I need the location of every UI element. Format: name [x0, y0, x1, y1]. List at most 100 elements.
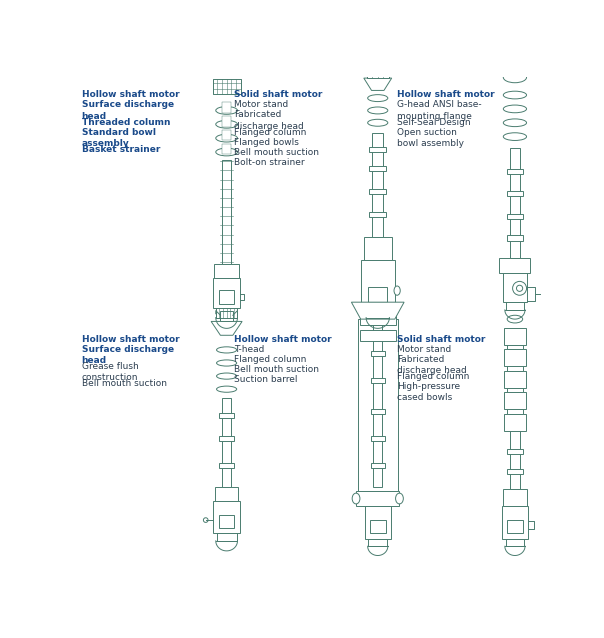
Bar [371, 378, 385, 383]
Text: T-head: T-head [234, 345, 265, 353]
Bar [371, 463, 385, 468]
Text: Grease flush
construction: Grease flush construction [82, 362, 138, 382]
Bar [504, 414, 525, 431]
Bar [215, 487, 238, 501]
Bar [213, 278, 240, 308]
Text: Flanged column: Flanged column [397, 372, 469, 381]
Text: Hollow shaft motor: Hollow shaft motor [397, 91, 495, 100]
Text: Surface discharge
head: Surface discharge head [82, 345, 174, 365]
Text: Bell mouth suction: Bell mouth suction [234, 148, 320, 157]
Bar [507, 191, 522, 196]
Text: Flanged column: Flanged column [234, 128, 307, 137]
Polygon shape [352, 302, 404, 319]
Bar [500, 258, 530, 273]
Ellipse shape [503, 105, 527, 113]
Bar [369, 212, 387, 218]
Bar [507, 214, 522, 219]
Bar [220, 311, 233, 322]
Bar [507, 470, 522, 474]
Circle shape [513, 281, 527, 295]
Circle shape [204, 518, 208, 523]
Bar [219, 413, 234, 418]
Bar [507, 449, 522, 454]
Text: Self-Seal Design: Self-Seal Design [397, 118, 471, 127]
Bar [222, 144, 231, 154]
Bar [356, 491, 399, 506]
Bar [510, 148, 519, 258]
Bar [360, 315, 396, 325]
Text: Solid shaft motor: Solid shaft motor [234, 91, 323, 100]
Ellipse shape [216, 135, 237, 142]
Bar [504, 371, 525, 388]
Bar [222, 160, 231, 263]
Bar [368, 286, 387, 302]
Bar [507, 366, 522, 371]
Bar [510, 431, 519, 489]
Ellipse shape [217, 386, 237, 392]
Bar [222, 116, 231, 126]
Text: Motor stand: Motor stand [397, 345, 451, 353]
Bar [369, 189, 387, 195]
Ellipse shape [503, 72, 527, 83]
Polygon shape [364, 78, 392, 91]
Bar [372, 133, 383, 237]
Ellipse shape [217, 360, 237, 366]
Text: Hollow shaft motor: Hollow shaft motor [82, 334, 179, 343]
Ellipse shape [368, 107, 388, 114]
Bar [219, 463, 234, 468]
Text: G-head ANSI base-
mounting flange: G-head ANSI base- mounting flange [397, 100, 482, 121]
Ellipse shape [503, 119, 527, 126]
Bar [370, 520, 385, 533]
Bar [219, 290, 234, 304]
Bar [361, 260, 395, 310]
Text: Suction barrel: Suction barrel [234, 375, 298, 383]
Ellipse shape [368, 119, 388, 126]
Bar [219, 436, 234, 441]
Bar [502, 506, 528, 538]
Bar [367, 69, 388, 78]
Text: Flanged bowls: Flanged bowls [234, 138, 299, 147]
Text: Standard bowl
assembly: Standard bowl assembly [82, 128, 156, 148]
Bar [507, 388, 522, 392]
Bar [369, 147, 387, 152]
Bar [369, 166, 387, 171]
Bar [507, 345, 522, 349]
Text: Basket strainer: Basket strainer [82, 145, 160, 154]
Bar [213, 79, 240, 94]
Bar [503, 273, 527, 302]
Text: Bell mouth suction: Bell mouth suction [82, 379, 167, 388]
Bar [506, 302, 524, 310]
Text: Open suction
bowl assembly: Open suction bowl assembly [397, 128, 464, 148]
Bar [222, 398, 231, 487]
Text: Hollow shaft motor: Hollow shaft motor [234, 334, 332, 343]
Bar [507, 520, 522, 533]
Bar [507, 169, 522, 174]
Bar [222, 130, 231, 140]
Ellipse shape [503, 133, 527, 140]
Bar [360, 330, 396, 341]
Bar [214, 263, 239, 278]
Bar [358, 319, 398, 491]
Bar [222, 102, 231, 113]
Bar [216, 308, 237, 318]
Text: Threaded column: Threaded column [82, 118, 170, 127]
Bar [507, 409, 522, 414]
Ellipse shape [396, 493, 403, 504]
Ellipse shape [216, 107, 237, 114]
Bar [367, 310, 388, 318]
Bar [217, 533, 237, 541]
Text: Solid shaft motor: Solid shaft motor [397, 334, 486, 343]
Bar [373, 323, 382, 487]
Text: Motor stand: Motor stand [234, 100, 289, 110]
Text: Flanged column: Flanged column [234, 355, 307, 364]
Text: Surface discharge
head: Surface discharge head [82, 100, 174, 121]
Bar [504, 327, 525, 345]
Text: Bell mouth suction: Bell mouth suction [234, 364, 320, 373]
Text: Hollow shaft motor: Hollow shaft motor [82, 91, 179, 100]
Text: High-pressure
cased bowls: High-pressure cased bowls [397, 382, 460, 402]
Bar [507, 235, 522, 241]
Bar [503, 489, 527, 506]
Bar [364, 237, 392, 260]
Circle shape [516, 285, 522, 292]
Ellipse shape [217, 373, 237, 379]
